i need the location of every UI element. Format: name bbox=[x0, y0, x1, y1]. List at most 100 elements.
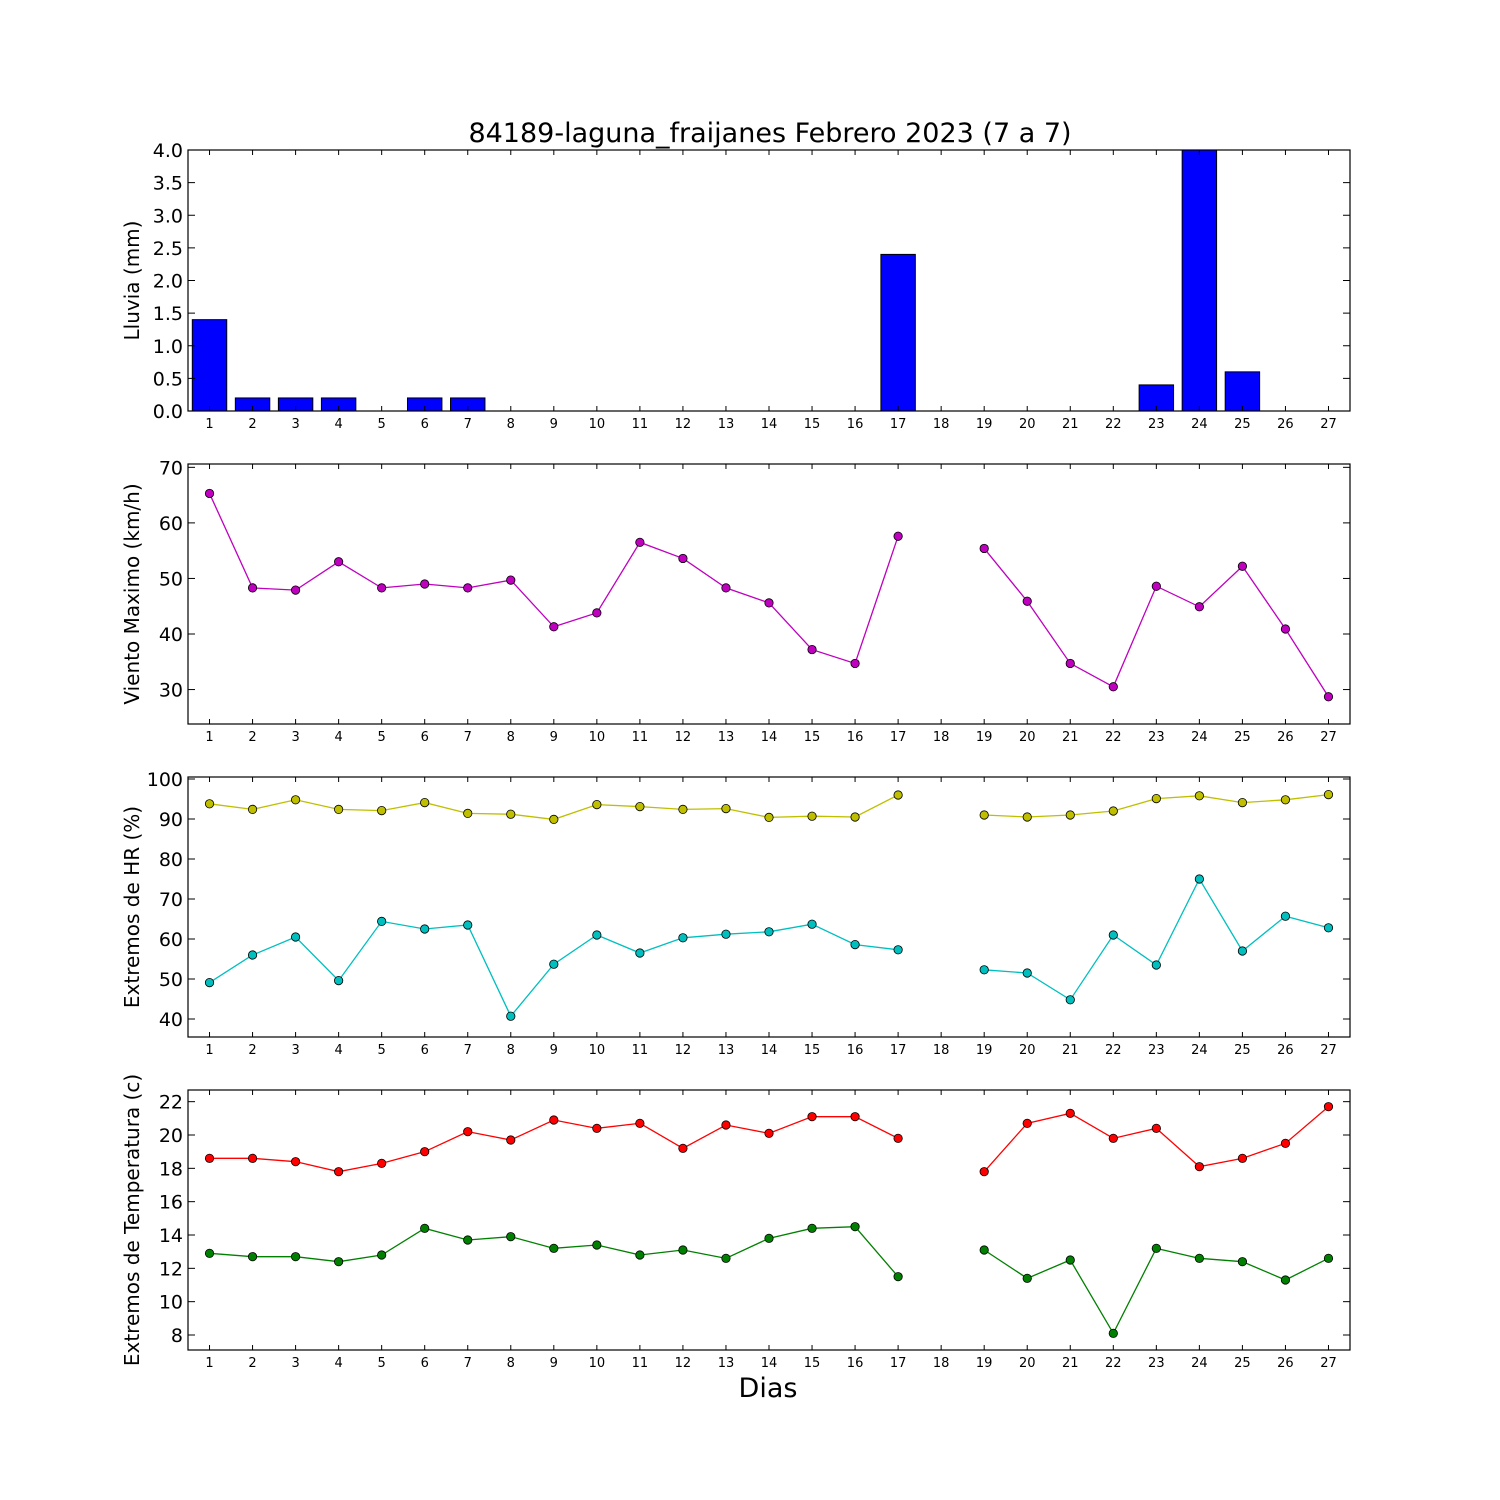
data-point bbox=[1237, 561, 1248, 571]
data-point bbox=[807, 919, 817, 929]
data-point bbox=[1323, 789, 1334, 800]
data-point bbox=[807, 1223, 817, 1233]
y-tick-label: 1.0 bbox=[153, 336, 183, 358]
x-tick-label: 27 bbox=[1320, 417, 1337, 432]
x-tick-label: 17 bbox=[890, 417, 907, 432]
data-point bbox=[420, 1147, 430, 1157]
x-tick-label: 15 bbox=[804, 730, 821, 745]
x-tick-label: 24 bbox=[1191, 730, 1208, 745]
data-point bbox=[506, 575, 516, 585]
x-tick-label: 20 bbox=[1019, 730, 1036, 745]
x-tick-label: 21 bbox=[1062, 1356, 1079, 1371]
data-point bbox=[1022, 812, 1032, 822]
y-tick-label: 3.0 bbox=[153, 205, 183, 227]
y-tick-label: 90 bbox=[159, 809, 183, 831]
data-point bbox=[721, 1120, 731, 1130]
y-tick-label: 12 bbox=[159, 1258, 183, 1280]
bar bbox=[1181, 149, 1218, 412]
data-point bbox=[204, 1153, 215, 1163]
data-point bbox=[204, 799, 215, 809]
x-tick-label: 13 bbox=[718, 1356, 735, 1371]
x-tick-label: 16 bbox=[847, 1043, 864, 1058]
data-point bbox=[592, 608, 602, 618]
x-tick-label: 14 bbox=[761, 417, 778, 432]
x-tick-label: 18 bbox=[933, 1043, 950, 1058]
x-tick-label: 16 bbox=[847, 1356, 864, 1371]
data-point bbox=[592, 1123, 602, 1133]
data-point bbox=[1022, 596, 1032, 606]
x-tick-label: 1 bbox=[205, 1356, 213, 1371]
data-point bbox=[377, 916, 387, 927]
data-point bbox=[635, 1118, 645, 1128]
y-tick-label: 50 bbox=[159, 568, 183, 590]
x-tick-label: 2 bbox=[248, 730, 256, 745]
x-tick-label: 21 bbox=[1062, 730, 1079, 745]
data-point bbox=[334, 804, 344, 815]
x-tick-label: 6 bbox=[421, 730, 429, 745]
x-tick-label: 8 bbox=[507, 417, 515, 432]
y-tick-label: 40 bbox=[159, 1009, 183, 1031]
data-point bbox=[764, 598, 774, 608]
x-tick-label: 18 bbox=[933, 417, 950, 432]
x-tick-label: 21 bbox=[1062, 417, 1079, 432]
data-point bbox=[1323, 1102, 1334, 1112]
x-tick-label: 15 bbox=[804, 417, 821, 432]
y-tick-label: 16 bbox=[159, 1192, 183, 1214]
x-tick-label: 23 bbox=[1148, 1356, 1165, 1371]
data-point bbox=[463, 583, 473, 593]
data-point bbox=[1065, 995, 1075, 1005]
y-tick-label: 30 bbox=[159, 680, 183, 702]
data-point bbox=[1108, 806, 1118, 816]
data-point bbox=[764, 1128, 774, 1138]
x-tick-label: 11 bbox=[632, 417, 649, 432]
y-tick-label: 70 bbox=[159, 889, 183, 911]
x-tick-label: 24 bbox=[1191, 1356, 1208, 1371]
x-axis-label: Dias bbox=[739, 1373, 798, 1404]
x-tick-label: 4 bbox=[334, 730, 342, 745]
data-point bbox=[764, 812, 774, 823]
data-point bbox=[1323, 923, 1334, 933]
x-tick-label: 3 bbox=[291, 1356, 299, 1371]
x-tick-label: 22 bbox=[1105, 1043, 1122, 1058]
data-point bbox=[1280, 795, 1291, 805]
data-point bbox=[247, 950, 258, 960]
x-tick-label: 19 bbox=[976, 1356, 993, 1371]
y-tick-label: 50 bbox=[159, 969, 183, 991]
x-tick-label: 25 bbox=[1234, 417, 1251, 432]
y-tick-label: 1.5 bbox=[153, 303, 183, 325]
y-tick-label: 14 bbox=[159, 1225, 183, 1247]
x-tick-label: 18 bbox=[933, 1356, 950, 1371]
x-tick-label: 11 bbox=[632, 1356, 649, 1371]
x-tick-label: 23 bbox=[1148, 730, 1165, 745]
data-point bbox=[1194, 602, 1204, 612]
data-point bbox=[549, 1115, 559, 1125]
x-tick-label: 10 bbox=[589, 1043, 606, 1058]
data-point bbox=[1151, 1243, 1161, 1253]
x-tick-label: 27 bbox=[1320, 730, 1337, 745]
x-tick-label: 8 bbox=[507, 1356, 515, 1371]
x-tick-label: 19 bbox=[976, 1043, 993, 1058]
data-point bbox=[204, 488, 215, 499]
data-point bbox=[1194, 1253, 1204, 1263]
data-point bbox=[290, 1252, 301, 1262]
data-point bbox=[979, 543, 989, 554]
chart-title: 84189-laguna_fraijanes Febrero 2023 (7 a… bbox=[468, 118, 1071, 149]
x-tick-label: 7 bbox=[464, 730, 472, 745]
x-tick-label: 6 bbox=[421, 1043, 429, 1058]
x-tick-label: 5 bbox=[378, 417, 386, 432]
data-point bbox=[463, 1127, 473, 1137]
y-tick-label: 22 bbox=[159, 1092, 183, 1114]
y-tick-label: 60 bbox=[159, 929, 183, 951]
y-tick-label: 2.0 bbox=[153, 271, 183, 293]
data-point bbox=[1108, 682, 1118, 692]
data-point bbox=[1065, 1108, 1075, 1118]
x-tick-label: 3 bbox=[291, 730, 299, 745]
data-point bbox=[377, 583, 387, 593]
x-tick-label: 4 bbox=[334, 1043, 342, 1058]
data-point bbox=[1323, 692, 1334, 702]
data-point bbox=[549, 959, 559, 969]
data-point bbox=[247, 1153, 258, 1163]
y-axis-label: Extremos de Temperatura (c) bbox=[120, 1074, 144, 1366]
data-point bbox=[334, 557, 344, 567]
data-point bbox=[1194, 1162, 1204, 1172]
